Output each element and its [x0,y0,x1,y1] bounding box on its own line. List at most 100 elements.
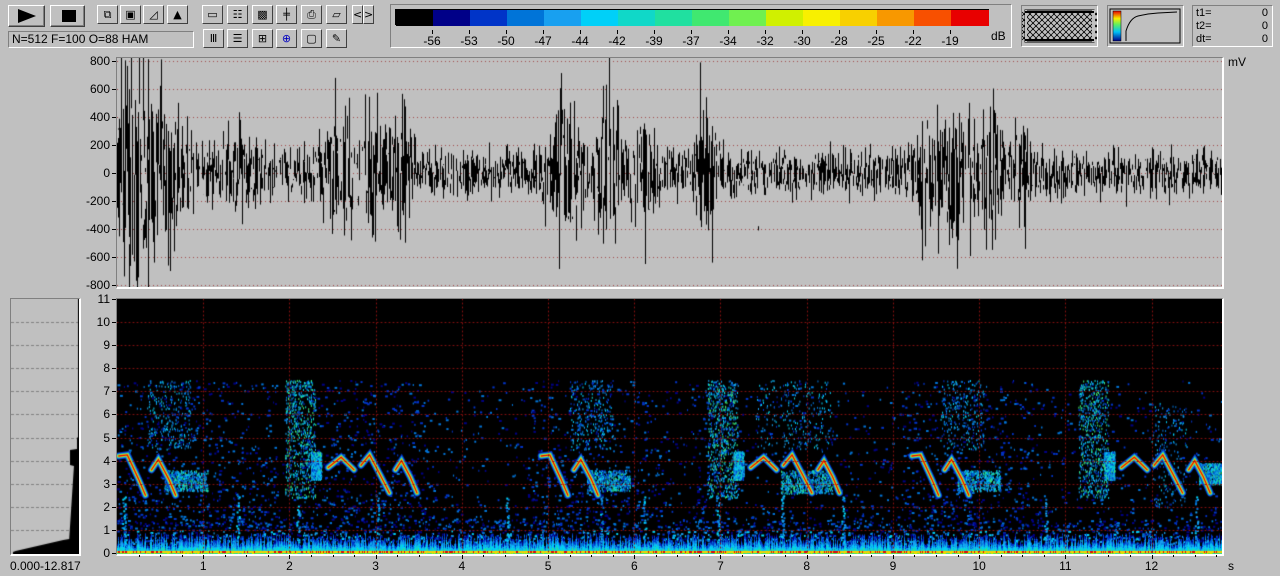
spectrogram-x-minor-tick [310,555,312,557]
spectrogram-x-tick-label: 6 [630,559,638,573]
spectrogram-x-minor-tick [871,555,873,557]
spectrogram-x-minor-tick [591,555,593,557]
spectrogram-x-tick-label: 2 [286,559,293,573]
color-curve-button[interactable] [1107,5,1184,47]
t1-value: 0 [1261,7,1268,19]
edit-note-icon: ✎ [331,32,342,45]
waveform-y-tick [112,89,116,90]
spectrogram-x-tick [892,555,894,559]
scale-icon: ☷ [232,8,243,21]
spectrogram-x-minor-tick [138,555,140,557]
spectrogram-y-tick [112,529,116,531]
colorbar-tick [913,30,914,34]
spectrogram-x-tick [720,555,722,559]
colorbar-segment [396,10,434,26]
colorbar-unit: dB [991,29,1006,43]
spectrum-button[interactable]: ▲ [167,5,188,24]
spectrogram-x-tick [634,555,636,559]
spectrogram-plot[interactable] [116,298,1224,556]
cursor-bars-button[interactable]: Ⅲ [203,29,224,48]
spectrogram-x-minor-tick [418,555,420,557]
spectrogram-y-tick-label: 0 [103,546,110,560]
spectrogram-x-minor-tick [742,555,744,557]
spectrogram-x-tick-label: 11 [1059,559,1072,573]
spectrogram-x-minor-tick [397,555,399,557]
colorbar-label: -44 [571,34,589,48]
blue-cross-button[interactable]: ⊕ [276,29,297,48]
section-list-button[interactable]: ☰ [227,29,248,48]
scale-button[interactable]: ☷ [227,5,248,24]
spectrogram-x-minor-tick [440,555,442,557]
colorbar-label: -50 [497,34,515,48]
spectrogram-x-tick [375,555,377,559]
spectrogram-x-minor-tick [181,555,183,557]
waveform-y-tick-label: 600 [89,82,110,96]
stop-icon [62,10,76,22]
spectrogram-y-tick-label: 6 [103,407,110,422]
spectrogram-x-minor-tick [483,555,485,557]
colorbar-tick [543,30,544,34]
spectrogram-y-tick-label: 1 [103,522,110,537]
spectrogram-x-minor-tick [332,555,334,557]
spectrogram-x-minor-tick [957,555,959,557]
colorbar-label: -39 [645,34,663,48]
spectrogram-x-minor-tick [526,555,528,557]
scroll-right-button[interactable]: > [363,5,374,24]
spectrogram-y-tick-label: 11 [97,292,110,306]
spectrogram-x-tick-label: 7 [717,559,724,573]
spectrogram-x-minor-tick [569,555,571,557]
spectrogram-y-tick-label: 5 [103,430,110,445]
spectrogram-x-tick-label: 4 [458,559,466,573]
waveform-y-tick-label: 0 [103,166,110,180]
edit-note-button[interactable]: ✎ [326,29,347,48]
colorbar-segment [692,10,730,26]
colorbar-tick [802,30,803,34]
play-button[interactable] [8,5,45,27]
colorbar-segment [544,10,582,26]
colorbar-tick [728,30,729,34]
spectrogram-y-tick [112,553,116,554]
save-button[interactable]: ▣ [120,5,141,24]
waveform-y-tick-label: -800 [85,278,110,292]
spectrogram-y-tick-label: 2 [103,499,110,514]
window-function-button[interactable] [991,5,1123,47]
grid-sound-button[interactable]: ╪ [276,5,297,24]
spectrogram-x-minor-tick [655,555,657,557]
color-curve-icon [1109,8,1181,44]
spectrogram-frame-button[interactable]: ▭ [202,5,223,24]
colorbar-tick [617,30,618,34]
colorbar-tick [506,30,507,34]
spectrogram-y-tick-label: 3 [103,476,110,491]
copy-window-icon: ⧉ [103,8,112,21]
dt-label: dt= [1196,33,1212,45]
open-folder-button[interactable]: ▱ [326,5,347,24]
waveform-trace[interactable] [117,58,1222,287]
spectrogram-x-minor-tick [828,555,830,557]
spectrogram-x-tick-label: 1 [199,559,207,573]
colorbar-tick [432,30,433,34]
spectrogram-x-minor-tick [1108,555,1110,557]
print-icon: ⎙ [307,8,316,21]
stop-button[interactable] [50,5,85,27]
grid-cross-button[interactable]: ⊞ [252,29,273,48]
waveform-y-tick-label: 200 [89,138,110,152]
frame-button[interactable]: ▢ [301,29,322,48]
spectrogram-x-minor-tick [354,555,356,557]
colorbar[interactable] [395,9,989,26]
colorbar-label: -56 [423,34,441,48]
spectrogram-x-minor-tick [936,555,938,557]
colorbar-segment [840,10,878,26]
spectrogram-x-minor-tick [698,555,700,557]
spectrogram-y-tick [112,437,116,439]
pattern-fill-button[interactable]: ▩ [252,5,273,24]
spectrogram-image[interactable] [117,299,1222,554]
save-icon: ▣ [125,8,136,21]
waveform-y-tick-label: 800 [89,54,110,68]
scroll-left-button[interactable]: < [352,5,363,24]
waveform-plot[interactable] [116,57,1224,289]
spectrogram-y-tick [112,460,116,462]
print-button[interactable]: ⎙ [301,5,322,24]
envelope-curve-button[interactable]: ◿ [143,5,164,24]
spectrogram-x-tick [548,555,550,559]
copy-window-button[interactable]: ⧉ [97,5,118,24]
